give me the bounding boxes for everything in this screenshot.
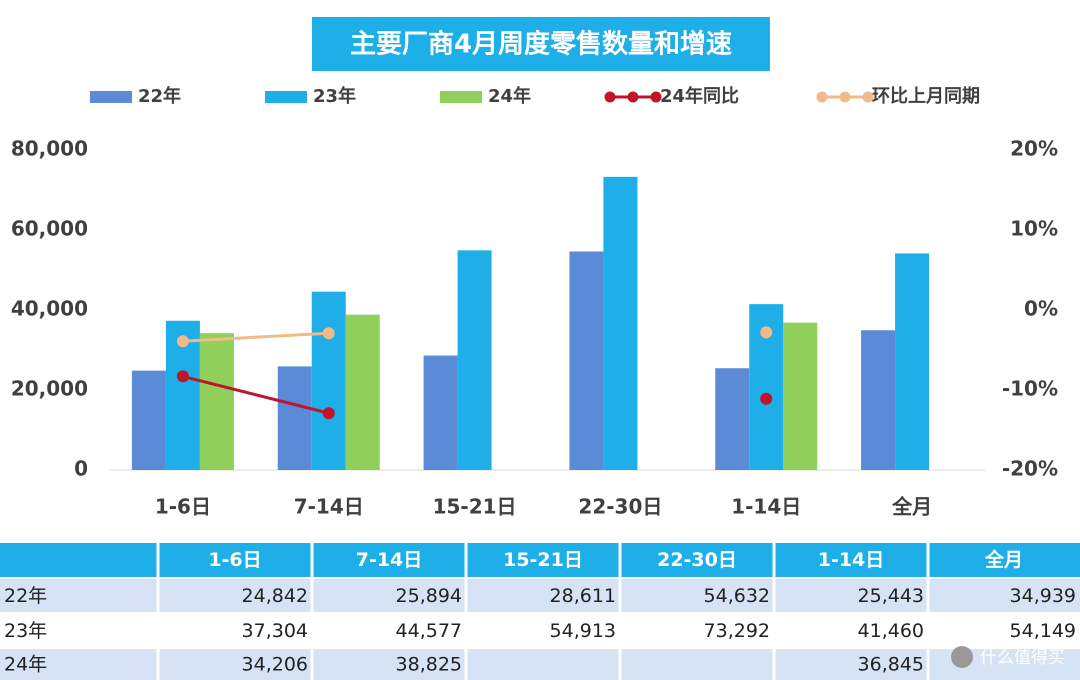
table-cell: 41,460 <box>858 620 924 642</box>
table-cell: 23年 <box>4 620 47 642</box>
legend-label: 23年 <box>313 85 356 107</box>
line-point <box>760 392 773 405</box>
bar <box>345 314 380 470</box>
legend-marker <box>650 91 662 103</box>
table-cell: 54,149 <box>1010 620 1076 642</box>
table-row-bg <box>0 648 1080 680</box>
y2-tick-label: -10% <box>1002 377 1058 401</box>
table-cell: 24,842 <box>242 585 308 607</box>
legend-marker <box>627 91 639 103</box>
bar <box>199 333 234 470</box>
y2-tick-label: 10% <box>1010 217 1058 241</box>
bar <box>895 253 930 470</box>
legend-label: 22年 <box>138 85 181 107</box>
table-cell: 44,577 <box>396 620 462 642</box>
bar <box>603 176 638 470</box>
y2-tick-label: 0% <box>1024 297 1058 321</box>
bar <box>311 291 346 470</box>
table-cell: 25,894 <box>396 585 462 607</box>
x-tick-label: 全月 <box>891 495 932 519</box>
plot: 0 20,000 40,000 60,000 80,000 -20% -10% 0% 10% 20… <box>11 137 1058 519</box>
bar <box>569 251 604 470</box>
line-point <box>322 327 335 340</box>
table-header: 1-6日 <box>208 549 261 571</box>
line-point <box>760 326 773 339</box>
legend-marker <box>839 91 851 103</box>
bar <box>457 250 492 470</box>
table-cell: 73,292 <box>704 620 770 642</box>
table-cell: 22年 <box>4 585 47 607</box>
legend-label: 24年 <box>488 85 531 107</box>
x-tick-label: 22-30日 <box>578 495 662 519</box>
bar <box>131 370 166 470</box>
table-cell: 34,206 <box>242 654 308 676</box>
legend: 22年 23年 24年 24年同比 环比上月同期 <box>90 85 980 107</box>
y-tick-label: 20,000 <box>11 377 88 401</box>
x-tick-label: 1-14日 <box>731 495 801 519</box>
legend-marker <box>90 91 132 103</box>
y2-tick-label: 20% <box>1010 137 1058 161</box>
bar <box>715 368 750 470</box>
table-header-bg <box>0 543 1080 578</box>
bar <box>783 322 818 470</box>
y-tick-label: 40,000 <box>11 297 88 321</box>
table-cell: 28,611 <box>550 585 616 607</box>
x-tick-label: 15-21日 <box>433 495 517 519</box>
table-header: 15-21日 <box>503 549 583 571</box>
legend-label: 环比上月同期 <box>872 86 980 107</box>
y-tick-label: 0 <box>74 457 88 481</box>
line-point <box>176 335 189 348</box>
table: 1-6日 7-14日 15-21日 22-30日 1-14日 全月 22年 24,842 25,… <box>0 543 1080 680</box>
bar <box>423 355 458 470</box>
line-point <box>322 407 335 420</box>
legend-marker <box>265 91 307 103</box>
legend-marker <box>440 91 482 103</box>
legend-marker <box>862 91 874 103</box>
table-header: 1-14日 <box>818 549 885 571</box>
table-row-bg <box>0 578 1080 613</box>
table-cell: 54,913 <box>550 620 616 642</box>
x-tick-label: 1-6日 <box>155 495 211 519</box>
legend-marker <box>604 91 616 103</box>
table-cell: 34,939 <box>1010 585 1076 607</box>
y-tick-label: 80,000 <box>11 137 88 161</box>
table-row-bg <box>0 613 1080 648</box>
table-header: 22-30日 <box>657 549 737 571</box>
table-cell: 54,632 <box>704 585 770 607</box>
legend-marker <box>816 91 828 103</box>
y-tick-label: 60,000 <box>11 217 88 241</box>
table-cell: 38,825 <box>396 654 462 676</box>
line-point <box>176 370 189 383</box>
x-tick-label: 7-14日 <box>294 495 364 519</box>
bar <box>861 330 896 470</box>
table-cell: 36,845 <box>858 654 924 676</box>
table-cell: 25,443 <box>858 585 924 607</box>
y2-tick-label: -20% <box>1002 457 1058 481</box>
title-box <box>312 17 770 71</box>
table-cell: 37,304 <box>242 620 308 642</box>
table-header: 7-14日 <box>356 549 423 571</box>
watermark-icon <box>951 646 973 668</box>
table-cell: 24年 <box>4 654 47 676</box>
watermark: 什么值得买 <box>980 648 1065 668</box>
legend-label: 24年同比 <box>660 85 739 107</box>
table-header: 全月 <box>984 548 1023 571</box>
chart-title: 主要厂商4月周度零售数量和增速 <box>350 29 732 60</box>
bar <box>277 366 312 470</box>
